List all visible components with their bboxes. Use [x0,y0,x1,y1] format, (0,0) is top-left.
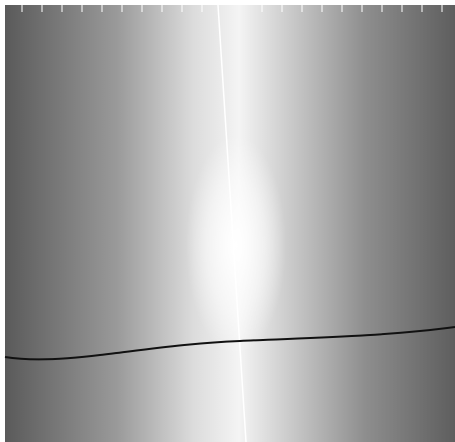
bright-spot [186,135,286,355]
image-view [0,0,455,442]
